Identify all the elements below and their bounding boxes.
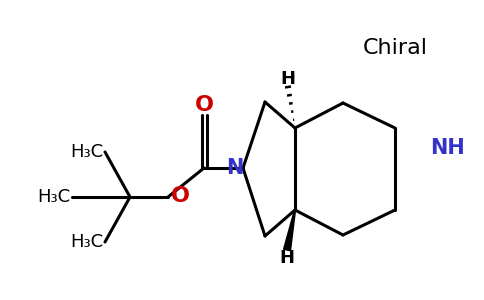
Text: N: N [227,158,243,178]
Text: H: H [281,70,296,88]
Text: O: O [170,186,190,206]
Text: O: O [195,95,213,115]
Text: Chiral: Chiral [363,38,427,58]
Text: NH: NH [430,138,465,158]
Text: H₃C: H₃C [70,233,103,251]
Text: H₃C: H₃C [70,143,103,161]
Text: H₃C: H₃C [37,188,70,206]
Text: H: H [279,249,294,267]
Polygon shape [284,210,296,251]
